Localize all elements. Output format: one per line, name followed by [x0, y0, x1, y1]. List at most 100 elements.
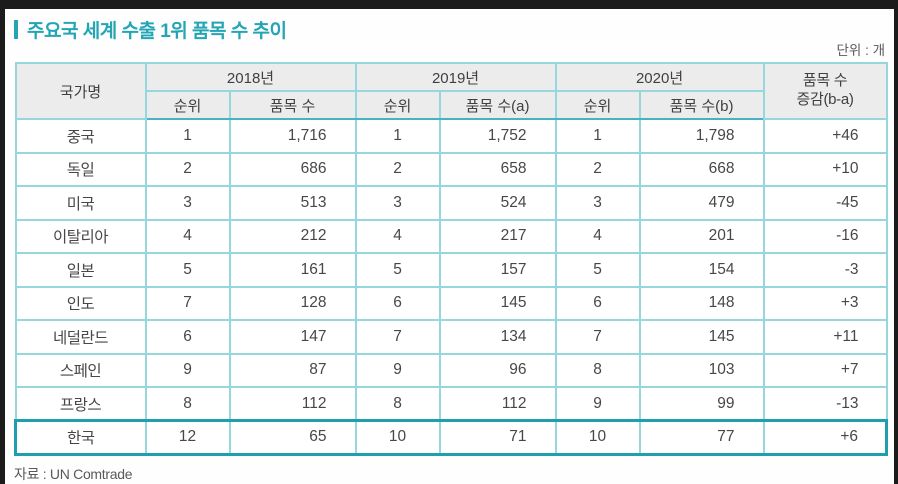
header-count-2020: 품목 수(b) — [638, 90, 765, 120]
header-change-line1: 품목 수 — [802, 72, 848, 90]
cell-count-2018: 87 — [228, 352, 357, 388]
table-row: 프랑스 8 112 8 112 9 99 -13 — [14, 386, 888, 422]
unit-label: 단위 : 개 — [836, 43, 885, 58]
title-marker-bar-icon — [14, 19, 18, 39]
cell-rank-2019: 3 — [354, 185, 441, 221]
header-country: 국가명 — [14, 62, 147, 120]
cell-rank-2020: 2 — [554, 151, 641, 187]
cell-country: 네덜란드 — [14, 319, 147, 355]
cell-count-2020: 154 — [638, 252, 765, 288]
cell-count-2019: 112 — [438, 386, 557, 422]
header-rank-2020: 순위 — [554, 90, 641, 120]
cell-count-2019: 157 — [438, 252, 557, 288]
cell-count-2019: 71 — [438, 419, 557, 456]
cell-rank-2018: 4 — [144, 218, 231, 254]
header-year-2019: 2019년 — [354, 62, 557, 92]
header-change-line2: 증감(b-a) — [796, 91, 854, 108]
cell-count-2018: 128 — [228, 285, 357, 321]
page-root: 주요국 세계 수출 1위 품목 수 추이 단위 : 개 국가명 2018년 20… — [5, 9, 894, 484]
cell-country: 중국 — [14, 118, 147, 154]
table-row: 스페인 9 87 9 96 8 103 +7 — [14, 352, 888, 388]
cell-rank-2018: 3 — [144, 185, 231, 221]
cell-country: 스페인 — [14, 352, 147, 388]
page-title: 주요국 세계 수출 1위 품목 수 추이 — [27, 20, 287, 42]
cell-change: -13 — [762, 386, 888, 422]
cell-count-2018: 513 — [228, 185, 357, 221]
header-count-2018: 품목 수 — [228, 90, 357, 120]
table-header: 국가명 2018년 2019년 2020년 품목 수 증감(b-a) 순위 품목… — [14, 62, 888, 120]
cell-count-2020: 148 — [638, 285, 765, 321]
cell-count-2020: 99 — [638, 386, 765, 422]
cell-rank-2020: 9 — [554, 386, 641, 422]
cell-count-2019: 96 — [438, 352, 557, 388]
header-year-2020: 2020년 — [554, 62, 765, 92]
cell-count-2019: 1,752 — [438, 118, 557, 154]
header-rank-2019: 순위 — [354, 90, 441, 120]
cell-count-2019: 217 — [438, 218, 557, 254]
cell-country: 일본 — [14, 252, 147, 288]
table-row: 이탈리아 4 212 4 217 4 201 -16 — [14, 218, 888, 254]
cell-rank-2018: 5 — [144, 252, 231, 288]
cell-country: 프랑스 — [14, 386, 147, 422]
cell-change: +7 — [762, 352, 888, 388]
cell-change: +6 — [762, 419, 888, 456]
cell-rank-2019: 2 — [354, 151, 441, 187]
table-body: 중국 1 1,716 1 1,752 1 1,798 +46 독일 2 686 … — [14, 118, 888, 456]
cell-count-2019: 145 — [438, 285, 557, 321]
cell-rank-2020: 4 — [554, 218, 641, 254]
cell-country: 독일 — [14, 151, 147, 187]
header-change: 품목 수 증감(b-a) — [762, 62, 888, 120]
table-row: 중국 1 1,716 1 1,752 1 1,798 +46 — [14, 118, 888, 154]
table-row: 인도 7 128 6 145 6 148 +3 — [14, 285, 888, 321]
cell-rank-2020: 1 — [554, 118, 641, 154]
cell-count-2020: 668 — [638, 151, 765, 187]
source-label: 자료 : UN Comtrade — [14, 465, 133, 482]
cell-rank-2018: 2 — [144, 151, 231, 187]
cell-country: 미국 — [14, 185, 147, 221]
cell-rank-2018: 7 — [144, 285, 231, 321]
cell-change: +10 — [762, 151, 888, 187]
cell-rank-2020: 7 — [554, 319, 641, 355]
header-rank-2018: 순위 — [144, 90, 231, 120]
cell-change: +11 — [762, 319, 888, 355]
cell-change: +46 — [762, 118, 888, 154]
cell-rank-2019: 7 — [354, 319, 441, 355]
table-row: 네덜란드 6 147 7 134 7 145 +11 — [14, 319, 888, 355]
cell-change: -16 — [762, 218, 888, 254]
cell-count-2019: 134 — [438, 319, 557, 355]
cell-rank-2020: 6 — [554, 285, 641, 321]
cell-count-2020: 1,798 — [638, 118, 765, 154]
cell-count-2018: 65 — [228, 419, 357, 456]
cell-rank-2018: 6 — [144, 319, 231, 355]
table-row: 미국 3 513 3 524 3 479 -45 — [14, 185, 888, 221]
cell-rank-2020: 8 — [554, 352, 641, 388]
cell-change: -45 — [762, 185, 888, 221]
cell-count-2019: 658 — [438, 151, 557, 187]
cell-rank-2019: 4 — [354, 218, 441, 254]
cell-count-2018: 147 — [228, 319, 357, 355]
cell-country: 한국 — [14, 419, 147, 456]
cell-count-2020: 145 — [638, 319, 765, 355]
cell-rank-2019: 6 — [354, 285, 441, 321]
cell-rank-2020: 5 — [554, 252, 641, 288]
header-count-2019: 품목 수(a) — [438, 90, 557, 120]
cell-rank-2019: 9 — [354, 352, 441, 388]
cell-rank-2019: 8 — [354, 386, 441, 422]
cell-count-2018: 161 — [228, 252, 357, 288]
cell-count-2018: 212 — [228, 218, 357, 254]
cell-rank-2018: 12 — [144, 419, 231, 456]
cell-count-2018: 1,716 — [228, 118, 357, 154]
cell-count-2020: 103 — [638, 352, 765, 388]
cell-country: 인도 — [14, 285, 147, 321]
cell-count-2018: 112 — [228, 386, 357, 422]
export-items-table: 국가명 2018년 2019년 2020년 품목 수 증감(b-a) 순위 품목… — [14, 62, 888, 456]
cell-count-2020: 479 — [638, 185, 765, 221]
cell-rank-2019: 1 — [354, 118, 441, 154]
table-row: 일본 5 161 5 157 5 154 -3 — [14, 252, 888, 288]
cell-change: +3 — [762, 285, 888, 321]
cell-rank-2019: 10 — [354, 419, 441, 456]
cell-count-2020: 201 — [638, 218, 765, 254]
cell-count-2019: 524 — [438, 185, 557, 221]
cell-rank-2018: 8 — [144, 386, 231, 422]
table-row: 독일 2 686 2 658 2 668 +10 — [14, 151, 888, 187]
